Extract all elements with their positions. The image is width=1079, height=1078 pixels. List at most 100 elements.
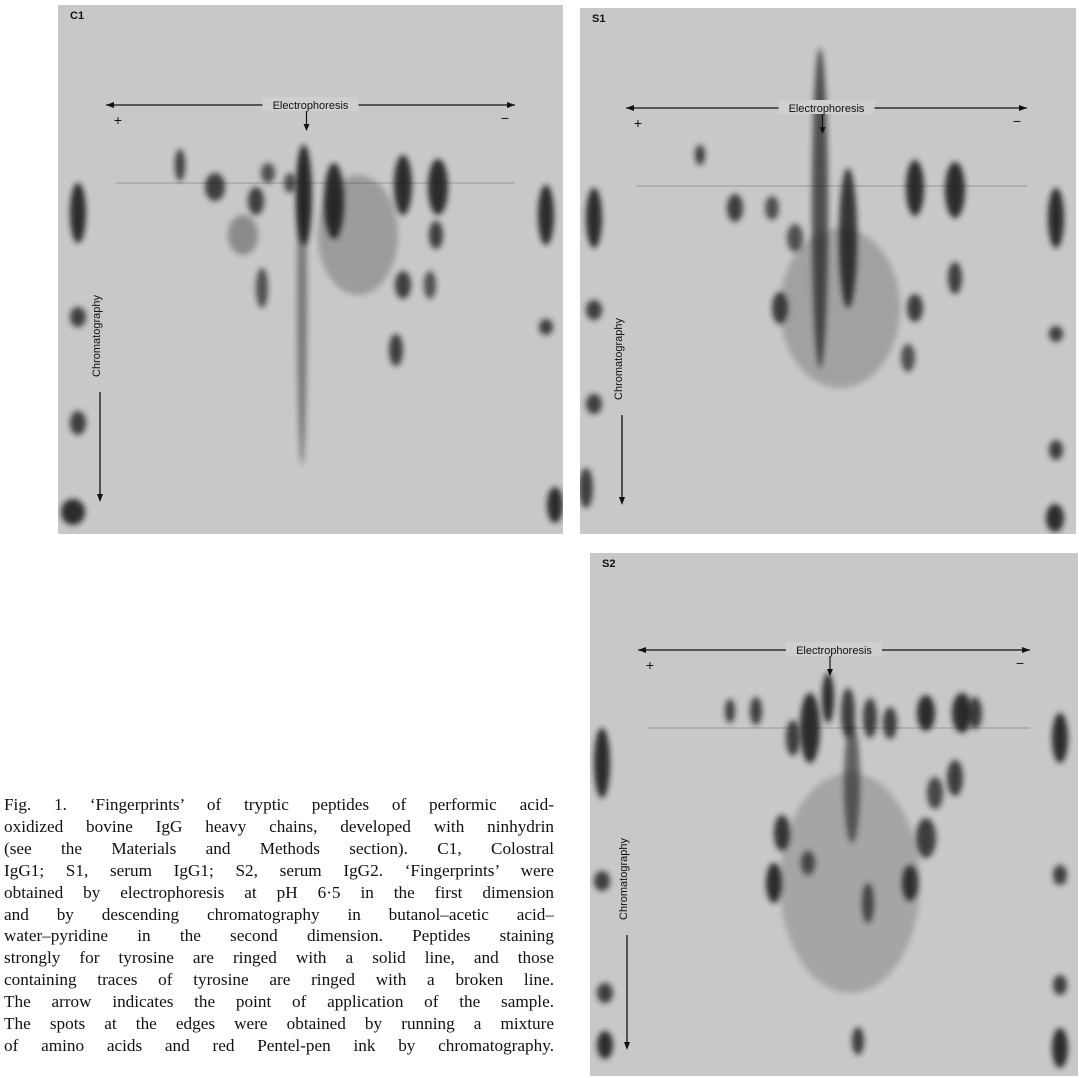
caption-line: containing traces of tyrosine are ringed…: [4, 970, 554, 990]
spot: [1053, 865, 1067, 885]
plate: [58, 5, 563, 534]
panel-label: S2: [602, 558, 615, 570]
spot: [70, 307, 86, 327]
spot: [1052, 713, 1068, 763]
caption-line: of amino acids and red Pentel-pen ink by…: [4, 1035, 554, 1055]
spot: [863, 698, 877, 738]
spot: [597, 983, 613, 1003]
spot: [786, 720, 800, 756]
spot: [766, 863, 782, 903]
spot: [580, 468, 593, 508]
minus-label: −: [1016, 655, 1024, 671]
spot: [780, 773, 920, 993]
spot: [927, 777, 943, 809]
spot: [175, 149, 185, 181]
spot: [907, 294, 923, 322]
spot: [594, 871, 610, 891]
spot: [539, 319, 553, 335]
chromatography-label: Chromatography: [613, 318, 625, 400]
chromatography-label: Chromatography: [618, 838, 630, 920]
plus-label: +: [634, 115, 642, 131]
arrowhead: [97, 494, 103, 502]
spot: [318, 175, 398, 295]
spot: [389, 334, 403, 366]
label-bg: [262, 97, 359, 111]
label-bg: [786, 642, 882, 656]
spot: [906, 160, 924, 216]
spot: [261, 163, 275, 183]
electrophoresis-label: Electrophoresis: [796, 645, 872, 657]
spot: [395, 271, 411, 299]
minus-label: −: [501, 110, 509, 126]
spot: [61, 499, 85, 525]
caption-line: IgG1; S1, serum IgG1; S2, serum IgG2. ‘F…: [4, 860, 554, 880]
arrowhead: [619, 497, 625, 505]
spot: [695, 145, 705, 165]
caption-line: and by descending chromatography in buta…: [4, 904, 554, 924]
arrowhead: [827, 669, 833, 676]
caption-line: The spots at the edges were obtained by …: [4, 1014, 554, 1034]
plus-label: +: [114, 112, 122, 128]
spot: [725, 699, 735, 723]
caption-line: strongly for tyrosine are ringed with a …: [4, 948, 554, 968]
spot: [586, 188, 602, 248]
spot: [917, 695, 935, 731]
spot: [727, 194, 743, 222]
spot: [901, 344, 915, 372]
panel-c1: C1 Electrophoresis + − Chromatography: [58, 5, 563, 534]
spot: [547, 487, 563, 523]
caption-line: obtained by electrophoresis at pH 6·5 in…: [4, 882, 554, 902]
panel-s2: S2 Electrophoresis + − Chromatography: [590, 553, 1078, 1076]
caption-line: water–pyridine in the second dimension. …: [4, 926, 554, 946]
spot: [428, 159, 448, 215]
spot: [205, 173, 225, 201]
arrowhead: [303, 124, 310, 131]
spot: [1049, 326, 1063, 342]
plus-label: +: [646, 657, 654, 673]
spot: [1053, 975, 1067, 995]
caption-line: The arrow indicates the point of applica…: [4, 992, 554, 1012]
spot: [70, 411, 86, 435]
caption: Fig. 1. ‘Fingerprints’ of tryptic peptid…: [4, 794, 554, 1057]
plate-shade: [58, 5, 563, 534]
spot: [916, 818, 936, 858]
spot: [952, 693, 972, 733]
spot: [424, 271, 436, 299]
spot: [945, 162, 965, 218]
spot: [70, 183, 86, 243]
panel-s1: S1 Electrophoresis + − Chromatography: [580, 8, 1076, 534]
spot: [883, 707, 897, 739]
spot: [586, 300, 602, 320]
spot: [538, 185, 554, 245]
spot: [780, 228, 900, 388]
spot: [248, 187, 264, 215]
spot: [586, 394, 602, 414]
spot: [1046, 504, 1064, 532]
caption-line: (see the Materials and Methods section).…: [4, 838, 554, 858]
caption-line: Fig. 1. ‘Fingerprints’ of tryptic peptid…: [4, 795, 554, 814]
spot: [429, 221, 443, 249]
spot: [394, 155, 412, 215]
panel-label: S1: [592, 13, 605, 25]
spot: [228, 215, 258, 255]
electrophoresis-label: Electrophoresis: [273, 100, 349, 112]
spot: [256, 268, 268, 308]
electrophoresis-label: Electrophoresis: [789, 103, 865, 115]
spot: [597, 1031, 613, 1059]
arrowhead: [624, 1042, 630, 1050]
spot: [948, 262, 962, 294]
spot: [947, 760, 963, 796]
spot: [1049, 440, 1063, 460]
spot: [297, 145, 307, 465]
minus-label: −: [1013, 113, 1021, 129]
panel-label: C1: [70, 10, 84, 22]
spot: [852, 1027, 864, 1055]
spot: [1048, 188, 1064, 248]
spot: [787, 224, 803, 252]
arrowhead: [819, 127, 826, 134]
label-bg: [778, 100, 875, 114]
spot: [284, 173, 296, 193]
spot: [594, 728, 610, 798]
spot: [968, 697, 982, 729]
